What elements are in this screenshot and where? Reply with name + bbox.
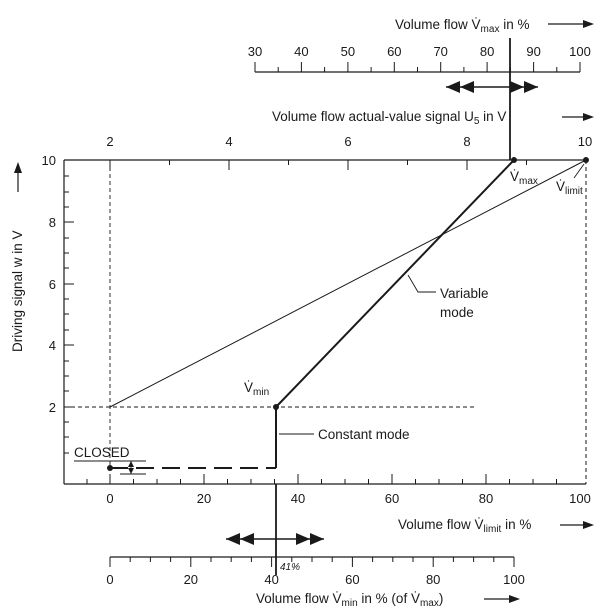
variable-mode-line: [275, 159, 515, 408]
vmax-point: [511, 157, 517, 163]
tick-label: 2: [49, 400, 56, 415]
vmax-percent-scale: [254, 62, 581, 73]
tick-label: 8: [49, 215, 56, 230]
vmin-percent-title: Volume flow V̇min in % (of V̇max): [256, 591, 443, 608]
limit-axis-tick-labels: 0 20 40 60 80 100: [106, 491, 590, 506]
tick-label: 60: [387, 44, 401, 59]
variable-mode-label-line1: Variable: [440, 286, 489, 301]
tick-label: 10: [578, 134, 592, 149]
tick-label: 8: [463, 134, 470, 149]
vmin-percent-scale: [109, 556, 515, 567]
vlimit-point: [583, 157, 589, 163]
vmax-range-arrows: [446, 81, 538, 93]
limit-axis-title: Volume flow V̇limit in %: [398, 517, 531, 535]
tick-label: 40: [264, 572, 278, 587]
tick-label: 100: [569, 44, 591, 59]
tick-label: 0: [106, 572, 113, 587]
tick-label: 50: [341, 44, 355, 59]
vlimit-leader: [573, 163, 585, 179]
tick-label: 0: [106, 491, 113, 506]
tick-label: 20: [184, 572, 198, 587]
vmin-percent-tick-labels: 0 20 40 60 80 100: [106, 572, 524, 587]
u5-tick-labels: 2 4 6 8 10: [106, 134, 592, 149]
tick-label: 70: [433, 44, 447, 59]
plot-frame: [63, 159, 587, 485]
vmin-41-percent-marker: 41%: [280, 562, 300, 573]
vlimit-characteristic-line: [109, 159, 587, 408]
tick-label: 10: [42, 153, 56, 168]
arrow-up-icon: [14, 162, 22, 192]
vmin-range-arrows: [226, 533, 324, 545]
tick-label: 80: [480, 44, 494, 59]
guide-lines: [64, 160, 474, 468]
u5-axis-title: Volume flow actual-value signal U5 in V: [272, 109, 506, 127]
tick-label: 2: [106, 134, 113, 149]
arrow-right-icon: [484, 595, 520, 603]
tick-label: 20: [197, 491, 211, 506]
tick-label: 60: [385, 491, 399, 506]
w-axis-title: Driving signal w in V: [10, 230, 25, 352]
tick-label: 100: [569, 491, 591, 506]
closed-point: [107, 465, 113, 471]
tick-label: 80: [479, 491, 493, 506]
tick-label: 30: [248, 44, 262, 59]
tick-label: 6: [49, 277, 56, 292]
tick-label: 4: [49, 338, 56, 353]
tick-label: 100: [503, 572, 525, 587]
tick-label: 40: [291, 491, 305, 506]
w-axis-tick-labels: 2 4 6 8 10: [42, 153, 56, 415]
vmin-label: V̇min: [244, 380, 269, 398]
vlimit-label: V̇limit: [556, 179, 583, 197]
limit-axis-ticks: [63, 474, 557, 484]
tick-label: 6: [344, 134, 351, 149]
variable-mode-leader: [407, 274, 436, 293]
u5-axis-ticks: [109, 160, 527, 170]
tick-label: 40: [294, 44, 308, 59]
w-axis-ticks: [64, 159, 74, 454]
tick-label: 90: [526, 44, 540, 59]
arrow-down-icon: [128, 468, 134, 474]
vmax-label: V̇max: [510, 169, 538, 187]
constant-mode-label: Constant mode: [318, 427, 410, 442]
closed-label: CLOSED: [74, 445, 130, 460]
vmin-point: [273, 404, 279, 410]
arrow-right-icon: [562, 113, 594, 121]
tick-label: 80: [426, 572, 440, 587]
arrow-up-icon: [128, 461, 134, 467]
vmax-percent-title: Volume flow V̇max in %: [395, 17, 529, 35]
variable-mode-label-line2: mode: [440, 305, 474, 320]
tick-label: 60: [345, 572, 359, 587]
vmax-percent-tick-labels: 30 40 50 60 70 80 90 100: [248, 44, 591, 59]
tick-label: 4: [225, 134, 232, 149]
arrow-right-icon: [548, 20, 594, 28]
arrow-right-icon: [560, 521, 594, 529]
